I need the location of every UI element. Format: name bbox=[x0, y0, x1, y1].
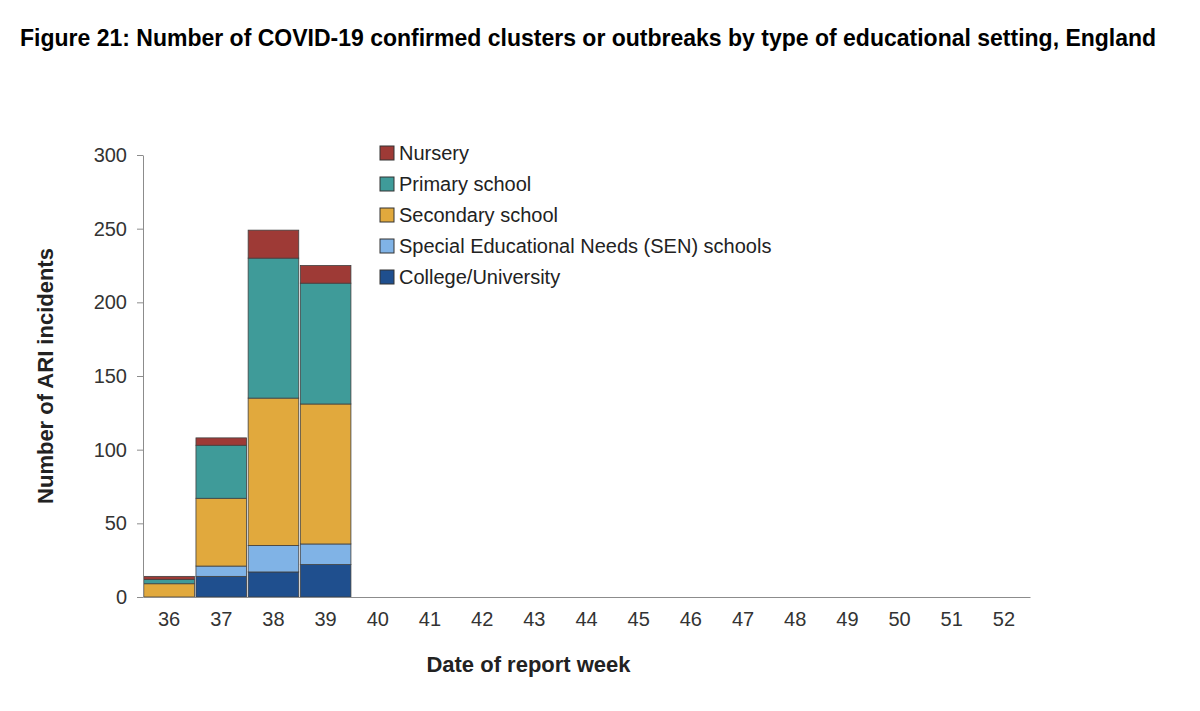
bar bbox=[144, 576, 195, 579]
y-tick-label: 200 bbox=[94, 291, 127, 313]
y-tick: 150 bbox=[94, 365, 143, 387]
bar bbox=[144, 579, 195, 583]
y-tick: 250 bbox=[94, 218, 143, 240]
bar bbox=[196, 438, 247, 445]
x-axis-line bbox=[144, 597, 1031, 598]
x-axis-title: Date of report week bbox=[426, 652, 631, 677]
bar bbox=[300, 565, 351, 597]
legend-swatch bbox=[380, 177, 394, 191]
legend-label: Nursery bbox=[399, 142, 469, 164]
y-tick-label: 250 bbox=[94, 218, 127, 240]
x-tick: 52 bbox=[993, 608, 1015, 630]
x-tick-label: 48 bbox=[784, 608, 806, 630]
legend-label: Secondary school bbox=[399, 204, 558, 226]
chart-title: Figure 21: Number of COVID-19 confirmed … bbox=[20, 22, 1195, 54]
x-tick-label: 51 bbox=[941, 608, 963, 630]
bar bbox=[248, 545, 299, 572]
bar bbox=[300, 404, 351, 544]
legend-swatch bbox=[380, 208, 394, 222]
legend-label: Special Educational Needs (SEN) schools bbox=[399, 235, 771, 257]
x-axis: 36 37 38 39 40 41 42 43 44 45 46 47 48 49 50 51 52 bbox=[144, 598, 1031, 631]
legend-label: College/University bbox=[399, 266, 560, 288]
y-tick-label: 100 bbox=[94, 439, 127, 461]
bar bbox=[300, 266, 351, 284]
x-tick: 51 bbox=[941, 608, 963, 630]
x-tick: 40 bbox=[367, 608, 389, 630]
x-tick-label: 39 bbox=[314, 608, 336, 630]
x-tick-label: 50 bbox=[888, 608, 910, 630]
legend-swatch bbox=[380, 239, 394, 253]
y-axis-line bbox=[143, 156, 144, 598]
bar bbox=[144, 584, 195, 597]
x-tick: 36 bbox=[158, 608, 180, 630]
y-tick: 50 bbox=[105, 512, 143, 534]
x-tick-label: 38 bbox=[262, 608, 284, 630]
x-tick-label: 36 bbox=[158, 608, 180, 630]
y-tick-mark bbox=[137, 302, 143, 303]
x-tick-label: 47 bbox=[732, 608, 754, 630]
bar bbox=[196, 566, 247, 576]
y-tick-mark bbox=[137, 450, 143, 451]
y-tick-mark bbox=[137, 155, 143, 156]
x-tick: 49 bbox=[836, 608, 858, 630]
x-tick-label: 42 bbox=[471, 608, 493, 630]
x-tick-label: 40 bbox=[367, 608, 389, 630]
bar bbox=[248, 230, 299, 258]
x-tick: 39 bbox=[314, 608, 336, 630]
bar bbox=[300, 283, 351, 404]
y-axis: 0 50 100 150 200 250 300 bbox=[94, 144, 144, 608]
y-tick-mark bbox=[137, 376, 143, 377]
bar bbox=[196, 576, 247, 597]
x-tick: 46 bbox=[680, 608, 702, 630]
x-tick: 41 bbox=[419, 608, 441, 630]
y-axis-title: Number of ARI incidents bbox=[33, 248, 58, 504]
x-tick: 37 bbox=[210, 608, 232, 630]
y-tick: 300 bbox=[94, 144, 143, 166]
x-tick-label: 43 bbox=[523, 608, 545, 630]
y-tick-label: 300 bbox=[94, 144, 127, 166]
x-tick-label: 52 bbox=[993, 608, 1015, 630]
y-tick-label: 0 bbox=[116, 586, 127, 608]
x-tick-label: 46 bbox=[680, 608, 702, 630]
bar bbox=[196, 498, 247, 566]
bar bbox=[300, 544, 351, 565]
bar bbox=[248, 398, 299, 545]
x-tick-label: 45 bbox=[628, 608, 650, 630]
y-tick: 200 bbox=[94, 291, 143, 313]
x-tick: 42 bbox=[471, 608, 493, 630]
y-tick-label: 50 bbox=[105, 512, 127, 534]
legend-swatch bbox=[380, 146, 394, 160]
bar bbox=[248, 258, 299, 398]
x-tick: 45 bbox=[628, 608, 650, 630]
x-tick-label: 49 bbox=[836, 608, 858, 630]
bars bbox=[144, 230, 351, 597]
x-tick: 47 bbox=[732, 608, 754, 630]
x-tick-label: 37 bbox=[210, 608, 232, 630]
x-tick: 50 bbox=[888, 608, 910, 630]
chart: 0 50 100 150 200 250 300 36 37 38 39 40 41 42 43 44 45 46… bbox=[0, 0, 1200, 711]
x-tick: 48 bbox=[784, 608, 806, 630]
x-tick-label: 41 bbox=[419, 608, 441, 630]
y-tick: 100 bbox=[94, 439, 143, 461]
x-tick: 43 bbox=[523, 608, 545, 630]
y-tick-label: 150 bbox=[94, 365, 127, 387]
legend-swatch bbox=[380, 270, 394, 284]
x-tick: 44 bbox=[575, 608, 597, 630]
legend: Nursery Primary school Secondary school Spe… bbox=[380, 142, 771, 288]
bar bbox=[248, 572, 299, 597]
bar bbox=[196, 445, 247, 498]
y-tick-mark bbox=[137, 523, 143, 524]
y-tick: 0 bbox=[116, 586, 143, 608]
x-tick: 38 bbox=[262, 608, 284, 630]
y-tick-mark bbox=[137, 597, 143, 598]
x-tick-label: 44 bbox=[575, 608, 597, 630]
y-tick-mark bbox=[137, 229, 143, 230]
legend-label: Primary school bbox=[399, 173, 531, 195]
